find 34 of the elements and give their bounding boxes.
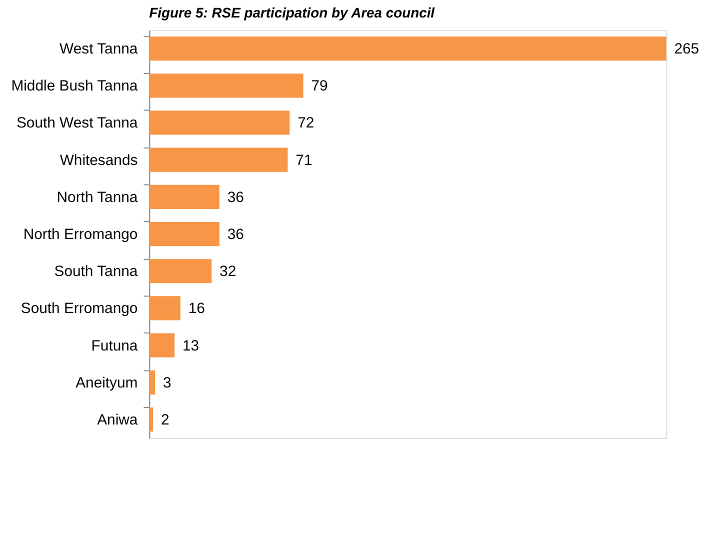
y-tick-label: South Tanna — [54, 264, 138, 280]
data-label: 3 — [162, 375, 172, 392]
y-tick-label: North Tanna — [56, 190, 138, 206]
y-tick-label: Futuna — [91, 338, 138, 354]
data-label: 32 — [220, 264, 236, 280]
bar — [149, 36, 666, 61]
y-tick-label: Whitesands — [60, 152, 138, 169]
data-label: 79 — [311, 78, 328, 95]
y-tick-label: South West Tanna — [16, 116, 138, 132]
data-label: 36 — [227, 190, 244, 206]
bar — [149, 259, 212, 284]
bar — [149, 296, 180, 320]
chart-title: Figure 5: RSE participation by Area council — [149, 4, 436, 20]
data-label: 36 — [227, 227, 244, 244]
data-label: 13 — [182, 338, 200, 354]
bar — [149, 184, 220, 209]
y-tick-label: West Tanna — [60, 42, 138, 58]
bar — [149, 110, 290, 135]
data-label: 71 — [296, 152, 312, 169]
data-label: 265 — [674, 42, 700, 58]
bar — [149, 370, 156, 394]
bar — [149, 333, 175, 358]
y-tick-label: North Erromango — [23, 227, 138, 244]
y-tick-label: Aniwa — [97, 412, 138, 428]
y-tick-label: South Erromango — [20, 301, 138, 318]
data-label: 16 — [188, 301, 205, 318]
bar — [149, 74, 304, 98]
data-label: 72 — [298, 116, 314, 132]
bar — [149, 148, 288, 172]
bar — [149, 222, 220, 246]
y-tick-label: Middle Bush Tanna — [11, 78, 138, 95]
data-label: 2 — [161, 412, 170, 428]
bar — [149, 407, 154, 432]
y-tick-label: Aneityum — [76, 375, 138, 392]
